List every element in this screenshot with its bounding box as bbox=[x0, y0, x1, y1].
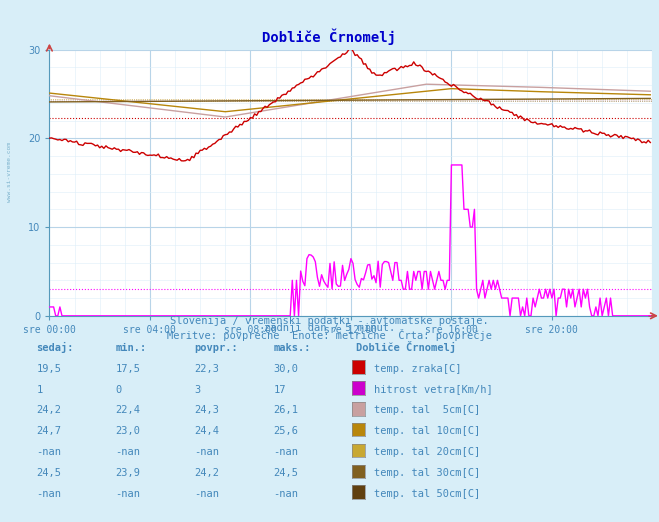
Text: 24,3: 24,3 bbox=[194, 406, 219, 416]
Text: Dobliče Črnomelj: Dobliče Črnomelj bbox=[262, 29, 397, 45]
Text: 26,1: 26,1 bbox=[273, 406, 299, 416]
Text: 24,7: 24,7 bbox=[36, 426, 61, 436]
Text: -nan: -nan bbox=[115, 489, 140, 499]
Text: 25,6: 25,6 bbox=[273, 426, 299, 436]
Text: 1: 1 bbox=[36, 385, 42, 395]
Text: temp. tal  5cm[C]: temp. tal 5cm[C] bbox=[374, 406, 480, 416]
Text: sedaj:: sedaj: bbox=[36, 342, 74, 353]
Text: temp. tal 10cm[C]: temp. tal 10cm[C] bbox=[374, 426, 480, 436]
Text: -nan: -nan bbox=[36, 489, 61, 499]
Text: 3: 3 bbox=[194, 385, 200, 395]
Text: -nan: -nan bbox=[194, 447, 219, 457]
Text: 23,9: 23,9 bbox=[115, 468, 140, 478]
Text: www.si-vreme.com: www.si-vreme.com bbox=[7, 143, 12, 202]
Text: Slovenija / vremenski podatki - avtomatske postaje.: Slovenija / vremenski podatki - avtomats… bbox=[170, 316, 489, 326]
Text: -nan: -nan bbox=[36, 447, 61, 457]
Text: 0: 0 bbox=[115, 385, 121, 395]
Text: 19,5: 19,5 bbox=[36, 364, 61, 374]
Text: temp. tal 50cm[C]: temp. tal 50cm[C] bbox=[374, 489, 480, 499]
Text: 17: 17 bbox=[273, 385, 286, 395]
Text: temp. tal 20cm[C]: temp. tal 20cm[C] bbox=[374, 447, 480, 457]
Text: min.:: min.: bbox=[115, 343, 146, 353]
Text: maks.:: maks.: bbox=[273, 343, 311, 353]
Text: 24,5: 24,5 bbox=[36, 468, 61, 478]
Text: 17,5: 17,5 bbox=[115, 364, 140, 374]
Text: zadnji dan / 5 minut.: zadnji dan / 5 minut. bbox=[264, 323, 395, 333]
Text: -nan: -nan bbox=[273, 489, 299, 499]
Text: temp. zraka[C]: temp. zraka[C] bbox=[374, 364, 462, 374]
Text: 24,5: 24,5 bbox=[273, 468, 299, 478]
Text: Dobliče Črnomelj: Dobliče Črnomelj bbox=[356, 341, 456, 353]
Text: 24,2: 24,2 bbox=[194, 468, 219, 478]
Text: 24,4: 24,4 bbox=[194, 426, 219, 436]
Text: -nan: -nan bbox=[273, 447, 299, 457]
Text: 22,4: 22,4 bbox=[115, 406, 140, 416]
Text: 30,0: 30,0 bbox=[273, 364, 299, 374]
Text: 23,0: 23,0 bbox=[115, 426, 140, 436]
Text: Meritve: povprečne  Enote: metrične  Črta: povprečje: Meritve: povprečne Enote: metrične Črta:… bbox=[167, 329, 492, 341]
Text: 24,2: 24,2 bbox=[36, 406, 61, 416]
Text: -nan: -nan bbox=[115, 447, 140, 457]
Text: temp. tal 30cm[C]: temp. tal 30cm[C] bbox=[374, 468, 480, 478]
Text: -nan: -nan bbox=[194, 489, 219, 499]
Text: povpr.:: povpr.: bbox=[194, 343, 238, 353]
Text: 22,3: 22,3 bbox=[194, 364, 219, 374]
Text: hitrost vetra[Km/h]: hitrost vetra[Km/h] bbox=[374, 385, 493, 395]
